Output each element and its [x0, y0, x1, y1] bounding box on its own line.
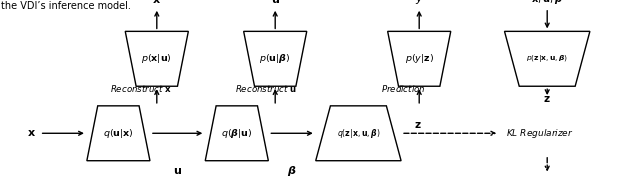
- Text: $\it{KL\ Regularizer}$: $\it{KL\ Regularizer}$: [506, 127, 573, 140]
- Text: $p(\mathbf{x}|\mathbf{u})$: $p(\mathbf{x}|\mathbf{u})$: [141, 52, 172, 65]
- Text: $\it{Prediction}$: $\it{Prediction}$: [381, 83, 426, 94]
- Text: $\mathbf{u}$: $\mathbf{u}$: [173, 165, 182, 176]
- Polygon shape: [205, 106, 268, 161]
- Text: $\hat{\mathbf{u}}$: $\hat{\mathbf{u}}$: [271, 0, 280, 6]
- Text: $\it{Reconstruct}\ \mathbf{x}$: $\it{Reconstruct}\ \mathbf{x}$: [110, 83, 172, 94]
- Text: $q(\mathbf{u}|\mathbf{x})$: $q(\mathbf{u}|\mathbf{x})$: [103, 127, 134, 140]
- Text: $q(\boldsymbol{\beta}|\mathbf{u})$: $q(\boldsymbol{\beta}|\mathbf{u})$: [221, 127, 253, 140]
- Polygon shape: [316, 106, 401, 161]
- Text: $\mathbf{z}$: $\mathbf{z}$: [414, 120, 422, 131]
- Polygon shape: [244, 31, 307, 86]
- Text: $\mathbf{x},\mathbf{u},\boldsymbol{\beta}$: $\mathbf{x},\mathbf{u},\boldsymbol{\beta…: [531, 0, 563, 6]
- Text: $\boldsymbol{\beta}$: $\boldsymbol{\beta}$: [287, 163, 297, 178]
- Text: $y$: $y$: [415, 0, 424, 6]
- Text: $\mathbf{x}$: $\mathbf{x}$: [28, 128, 36, 138]
- Text: $p(y|\mathbf{z})$: $p(y|\mathbf{z})$: [404, 52, 434, 65]
- Text: $p(\mathbf{z}|\mathbf{x},\mathbf{u},\boldsymbol{\beta})$: $p(\mathbf{z}|\mathbf{x},\mathbf{u},\bol…: [526, 53, 568, 64]
- Polygon shape: [87, 106, 150, 161]
- Polygon shape: [388, 31, 451, 86]
- Text: $\it{Reconstruct}\ \mathbf{u}$: $\it{Reconstruct}\ \mathbf{u}$: [235, 83, 296, 94]
- Text: $\mathbf{z}$: $\mathbf{z}$: [543, 94, 551, 104]
- Polygon shape: [504, 31, 590, 86]
- Text: $\hat{\mathbf{x}}$: $\hat{\mathbf{x}}$: [152, 0, 161, 6]
- Text: the VDI’s inference model.: the VDI’s inference model.: [1, 1, 131, 11]
- Text: $p(\mathbf{u}|\boldsymbol{\beta})$: $p(\mathbf{u}|\boldsymbol{\beta})$: [259, 52, 291, 65]
- Text: $q(\mathbf{z}|\mathbf{x},\mathbf{u},\boldsymbol{\beta})$: $q(\mathbf{z}|\mathbf{x},\mathbf{u},\bol…: [337, 127, 380, 140]
- Polygon shape: [125, 31, 188, 86]
